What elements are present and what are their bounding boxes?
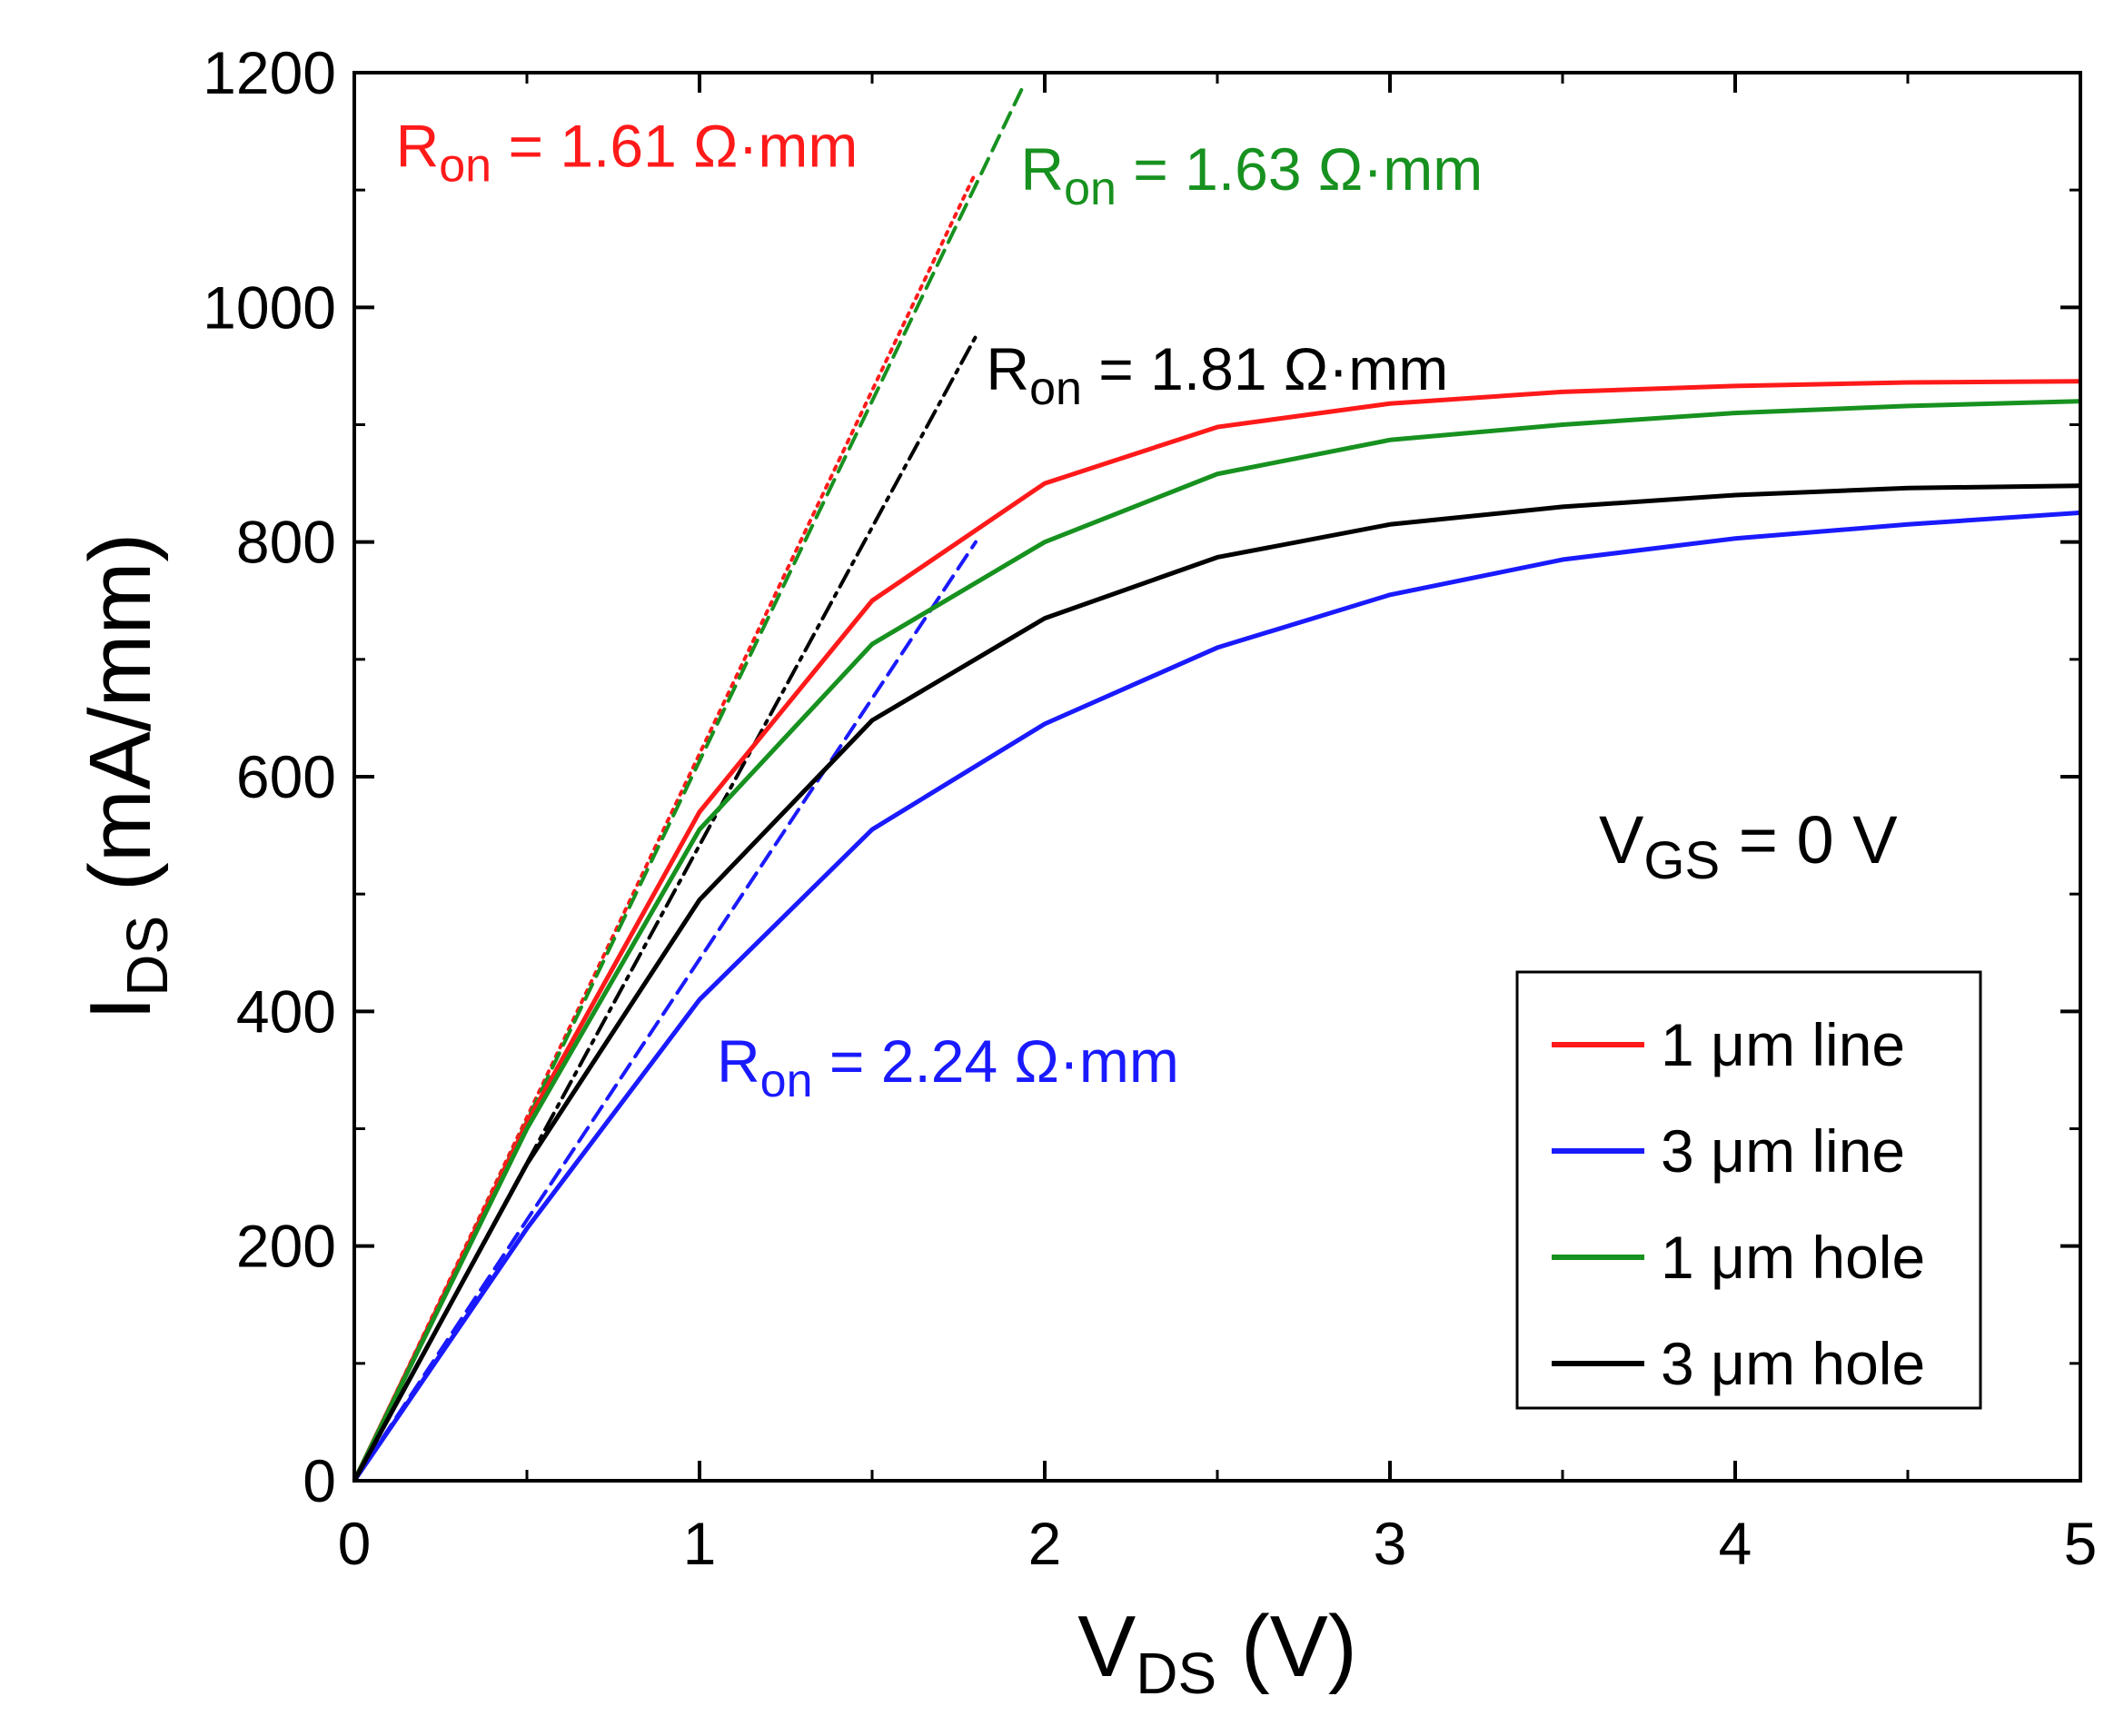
axis-ticks — [352, 71, 2082, 1483]
series-line — [352, 399, 2081, 1483]
series-line — [352, 510, 2081, 1483]
data-series — [352, 379, 2081, 1483]
legend-label: 1 μm line — [1661, 1011, 1905, 1078]
y-tick-label: 1000 — [203, 273, 336, 341]
x-axis-title: VDS (V) — [1077, 1598, 1357, 1706]
vgs-condition-label: VGS = 0 V — [1599, 802, 1898, 890]
ron-label: Ron = 1.63 Ω·mm — [1020, 135, 1483, 215]
x-tick-label: 3 — [1374, 1510, 1407, 1577]
x-tick-label: 5 — [2064, 1510, 2098, 1577]
x-tick-label: 2 — [1028, 1510, 1062, 1577]
x-tick-label: 0 — [338, 1510, 372, 1577]
legend-label: 3 μm hole — [1661, 1330, 1925, 1397]
x-tick-label: 4 — [1719, 1510, 1752, 1577]
legend-label: 1 μm hole — [1661, 1224, 1925, 1291]
y-axis-title: IDS (mA/mm) — [72, 533, 180, 1021]
ron-label: Ron = 1.81 Ω·mm — [986, 335, 1448, 415]
ron-label: Ron = 1.61 Ω·mm — [396, 112, 859, 192]
y-tick-label: 1200 — [203, 39, 336, 106]
x-tick-label: 1 — [683, 1510, 717, 1577]
series-line — [352, 483, 2081, 1483]
legend-label: 3 μm line — [1661, 1117, 1905, 1185]
fit-labels: Ron = 1.61 Ω·mm Ron = 1.63 Ω·mm Ron = 1.81… — [396, 112, 1484, 1106]
y-tick-label: 800 — [236, 509, 336, 576]
tick-labels: 0 1 2 3 4 5 0 200 400 600 800 1000 1200 — [203, 39, 2097, 1577]
ron-fit-line — [352, 540, 978, 1483]
series-line — [352, 379, 2081, 1483]
y-tick-label: 600 — [236, 743, 336, 810]
y-tick-label: 400 — [236, 977, 336, 1045]
y-tick-label: 0 — [303, 1447, 336, 1514]
y-tick-label: 200 — [236, 1213, 336, 1280]
ron-label: Ron = 2.24 Ω·mm — [717, 1027, 1179, 1107]
legend: 1 μm line 3 μm line 1 μm hole 3 μm hole — [1515, 970, 1982, 1410]
